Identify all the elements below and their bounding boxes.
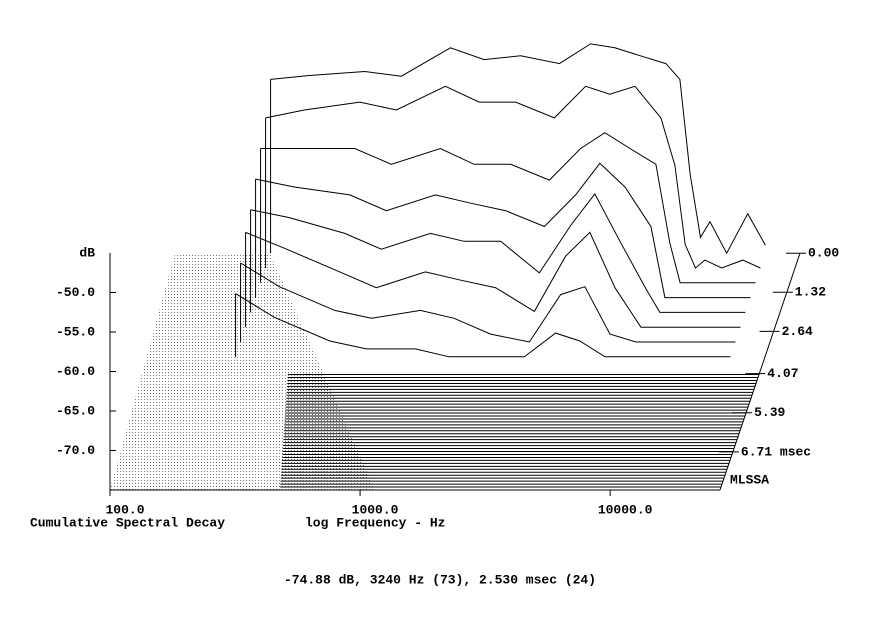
y-tick-label: -55.0 (56, 324, 95, 339)
z-tick-label: 4.07 (767, 366, 798, 381)
z-tick-label: 5.39 (754, 405, 785, 420)
y-tick-label: -65.0 (56, 403, 95, 418)
z-tick-label: 6.71 msec (741, 444, 811, 459)
slice (270, 43, 766, 255)
slice (240, 262, 736, 343)
slice (245, 231, 741, 328)
z-tick-label: 2.64 (782, 324, 813, 339)
slice (260, 132, 756, 284)
y-tick-label: -50.0 (56, 285, 95, 300)
y-axis-label: dB (79, 245, 95, 260)
chart-title: Cumulative Spectral Decay (30, 515, 225, 530)
z-axis-name: MLSSA (730, 472, 769, 487)
z-tick-label: 0.00 (808, 246, 839, 261)
status-line: -74.88 dB, 3240 Hz (73), 2.530 msec (24) (284, 572, 596, 587)
slice (250, 192, 746, 313)
x-tick-label: 10000.0 (598, 502, 653, 517)
slice (255, 162, 751, 299)
slice (235, 293, 731, 358)
z-tick-label: 1.32 (795, 285, 826, 300)
x-tick-label: 1000.0 (352, 502, 399, 517)
x-axis-label: log Frequency - Hz (305, 515, 445, 530)
x-tick-label: 100.0 (105, 502, 144, 517)
y-tick-label: -60.0 (56, 364, 95, 379)
y-tick-label: -70.0 (56, 443, 95, 458)
slice (265, 85, 761, 269)
